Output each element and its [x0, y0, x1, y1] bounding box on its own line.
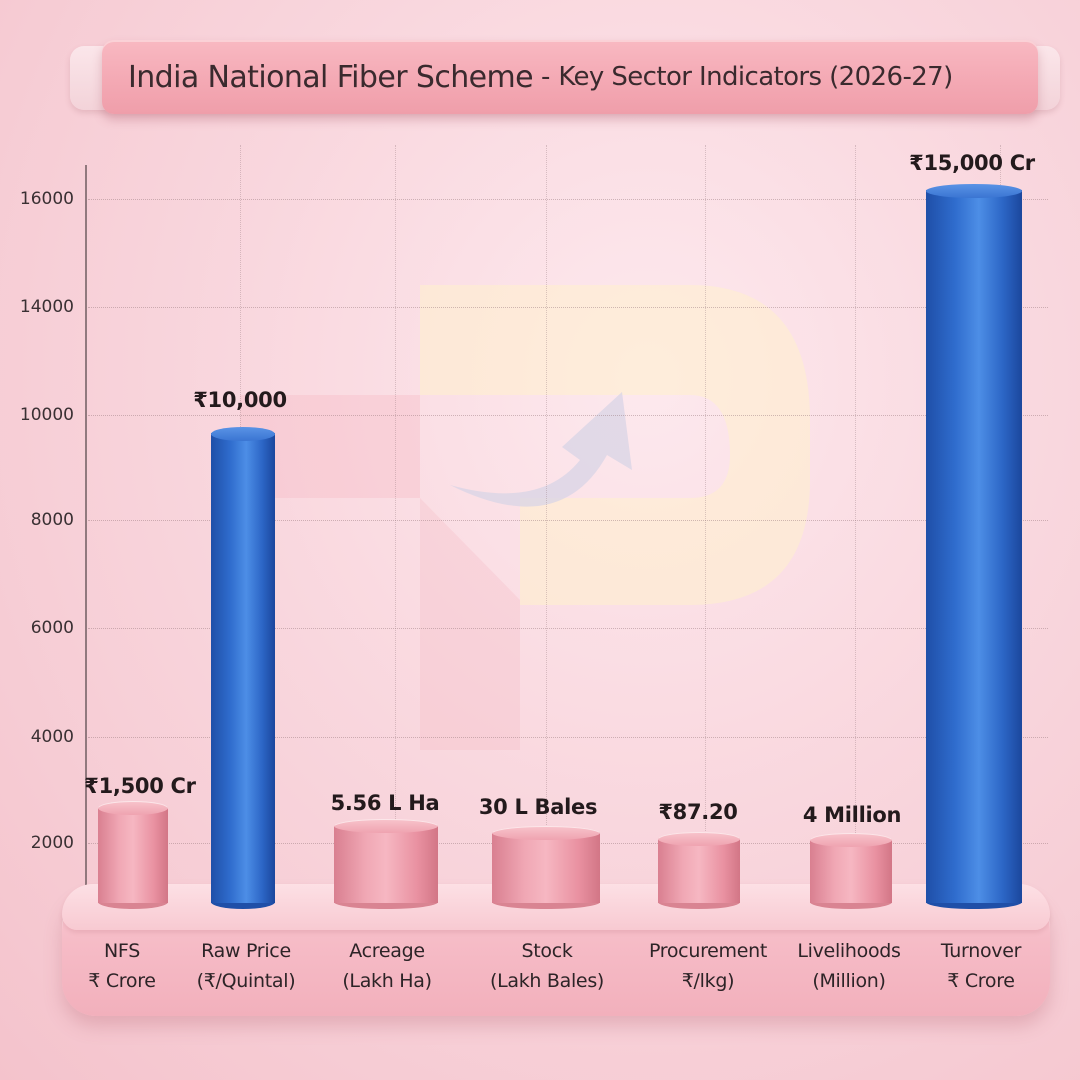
bar-value-label: ₹1,500 Cr: [84, 774, 196, 798]
gridline: [88, 628, 1048, 629]
bar-value-label: 30 L Bales: [478, 795, 598, 819]
title-separator: -: [540, 62, 551, 92]
category-label: Stock (Lakh Bales): [489, 940, 605, 992]
bar-livelihoods: [810, 833, 892, 909]
category-label: Livelihoods (Million): [797, 940, 901, 992]
gridline: [88, 520, 1048, 521]
y-tick-label: 14000: [19, 297, 74, 317]
y-tick-label: 4000: [30, 727, 74, 747]
chart-title: India National Fiber Scheme - Key Sector…: [102, 40, 1038, 114]
gridline: [88, 199, 1048, 200]
gridline: [546, 145, 547, 885]
bar-value-label: ₹15,000 Cr: [909, 151, 1035, 175]
title-subtitle: Key Sector Indicators (2026-27): [558, 62, 953, 92]
bar-raw-price: [211, 427, 275, 909]
gridline: [88, 415, 1048, 416]
bar-value-label: 5.56 L Ha: [330, 791, 440, 815]
category-label: Raw Price (₹/Quintal): [196, 940, 296, 992]
category-label: Acreage (Lakh Ha): [342, 940, 432, 992]
bar-nfs: [98, 801, 168, 909]
bar-value-label: ₹10,000: [193, 388, 287, 412]
bar-stock: [492, 826, 600, 909]
bar-value-label: 4 Million: [802, 803, 902, 827]
y-tick-label: 2000: [30, 833, 74, 853]
bar-acreage: [334, 819, 438, 909]
gridline: [395, 145, 396, 885]
gridline: [88, 307, 1048, 308]
category-label: Turnover ₹ Crore: [940, 940, 1022, 992]
title-main: India National Fiber Scheme: [128, 59, 534, 95]
category-label: Procurement ₹/lkg): [648, 940, 768, 992]
gridline: [88, 737, 1048, 738]
y-tick-label: 10000: [19, 405, 74, 425]
y-tick-label: 16000: [19, 189, 74, 209]
title-banner: India National Fiber Scheme - Key Sector…: [70, 40, 1060, 116]
category-label: NFS ₹ Crore: [88, 940, 156, 992]
gridline: [705, 145, 706, 885]
bar-turnover: [926, 184, 1022, 909]
y-axis-line: [85, 165, 87, 885]
y-tick-label: 6000: [30, 618, 74, 638]
bar-value-label: ₹87.20: [658, 800, 738, 824]
bar-procurement: [658, 832, 740, 909]
gridline: [855, 145, 856, 885]
y-tick-label: 8000: [30, 510, 74, 530]
